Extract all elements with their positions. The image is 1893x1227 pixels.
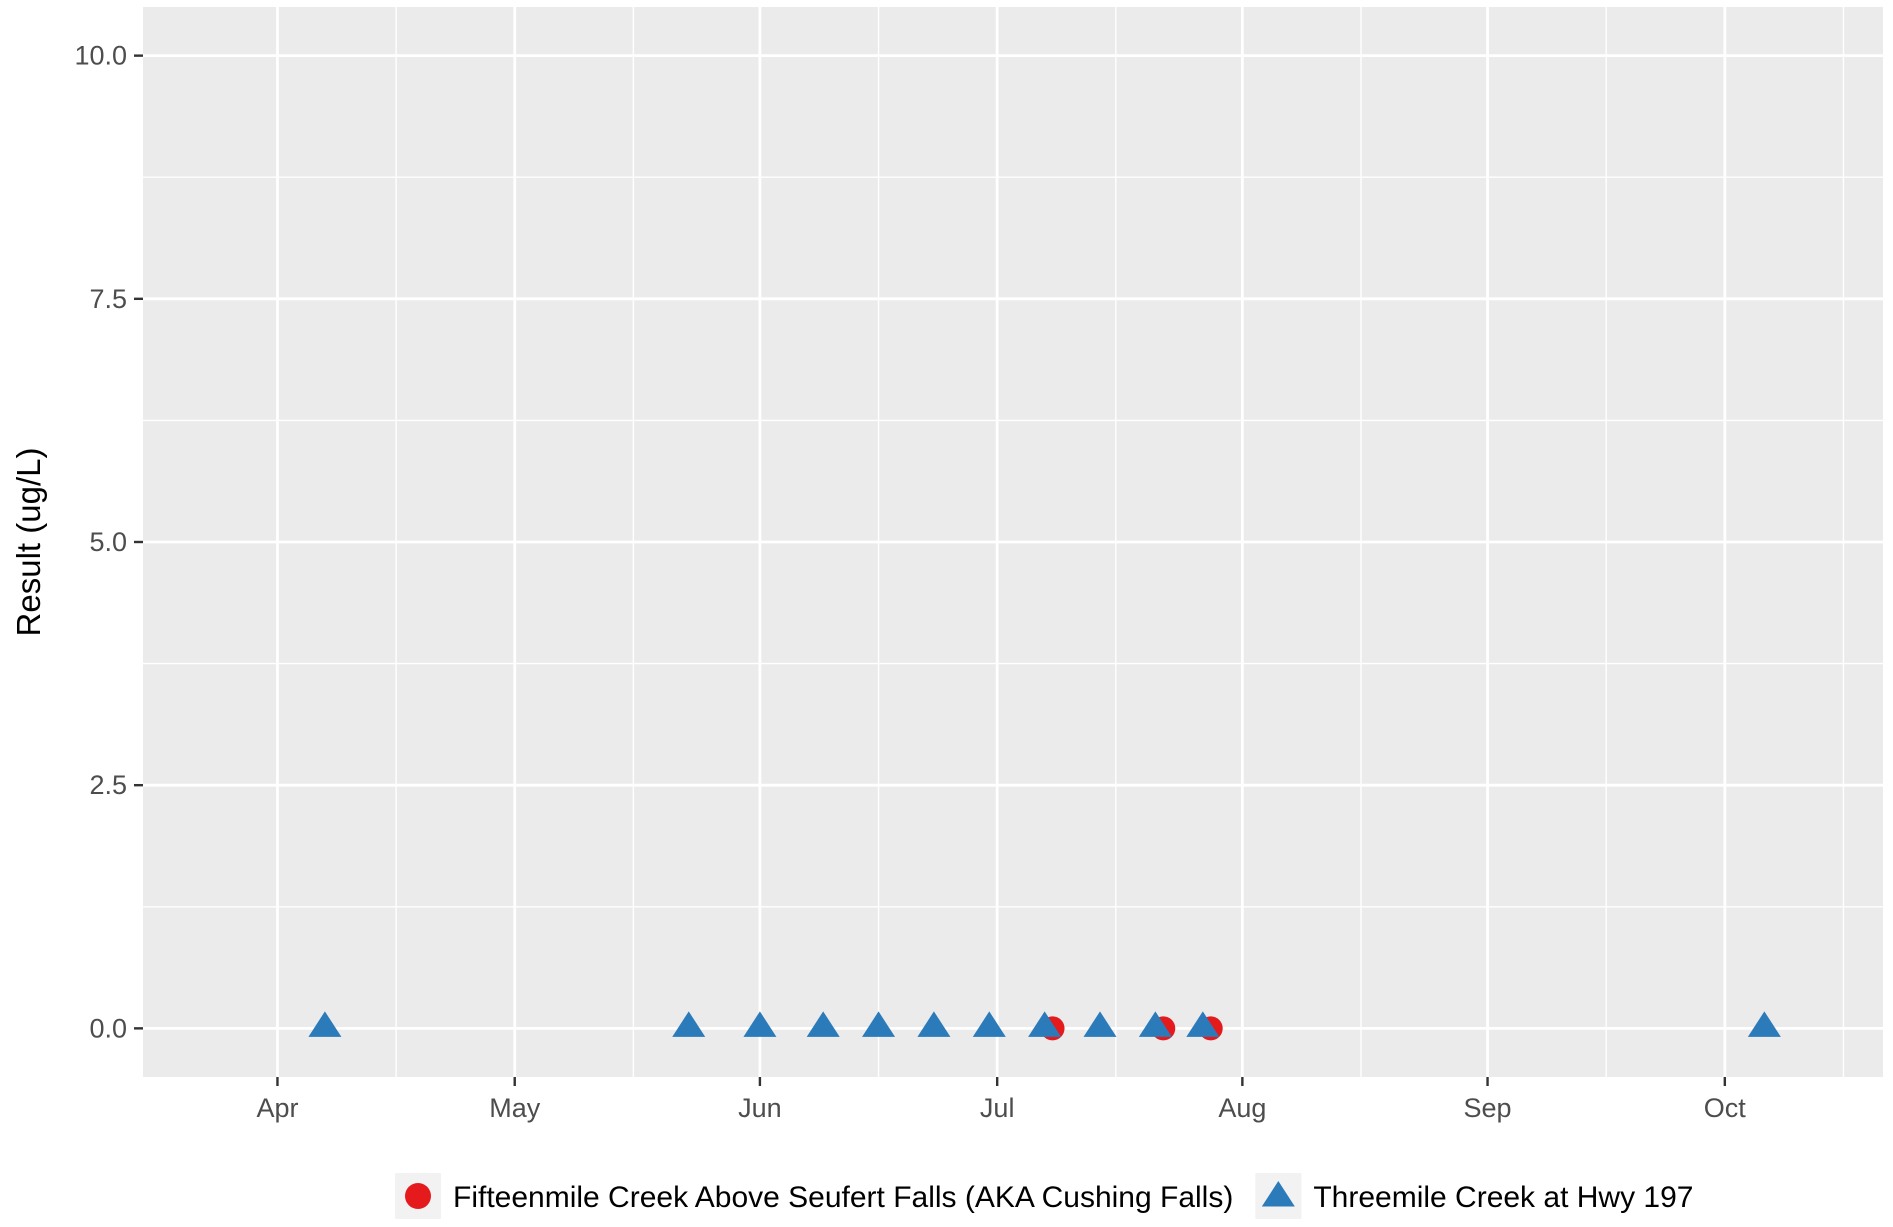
y-tick-label: 0.0 [89, 1013, 127, 1043]
data-point-triangle [1186, 1011, 1220, 1037]
axis-ticks [134, 54, 1727, 1086]
legend: Fifteenmile Creek Above Seufert Falls (A… [395, 1173, 1693, 1219]
data-point-triangle [1747, 1011, 1781, 1037]
major-gridlines [143, 7, 1883, 1077]
legend-circle-icon [405, 1183, 431, 1209]
data-point-triangle [308, 1011, 342, 1037]
x-tick-label: Aug [1218, 1093, 1266, 1123]
x-tick-label: Jul [980, 1093, 1015, 1123]
y-tick-label: 7.5 [89, 284, 127, 314]
data-point-triangle [743, 1011, 777, 1037]
data-point-triangle [1083, 1011, 1117, 1037]
y-tick-label: 10.0 [74, 41, 127, 71]
legend-entry-label: Fifteenmile Creek Above Seufert Falls (A… [453, 1181, 1233, 1214]
y-tick-label: 5.0 [89, 527, 127, 557]
legend-entry-label: Threemile Creek at Hwy 197 [1313, 1181, 1693, 1214]
x-tick-label: Jun [738, 1093, 782, 1123]
data-points [308, 1011, 1781, 1041]
x-tick-label: Apr [256, 1093, 298, 1123]
data-point-triangle [917, 1011, 951, 1037]
data-point-triangle [862, 1011, 896, 1037]
legend-triangle-icon [1261, 1181, 1295, 1207]
x-tick-label: Sep [1464, 1093, 1512, 1123]
data-point-triangle [1028, 1011, 1062, 1037]
y-tick-label: 2.5 [89, 770, 127, 800]
axis-tick-labels: Apr May Jun Jul Aug Sep Oct 0.0 2.5 5.0 7.5 10.0 [74, 41, 1746, 1123]
data-point-triangle [806, 1011, 840, 1037]
x-tick-label: May [489, 1093, 541, 1123]
y-axis-title: Result (ug/L) [10, 448, 47, 637]
x-tick-label: Oct [1704, 1093, 1747, 1123]
data-point-triangle [1138, 1011, 1172, 1037]
data-point-triangle [972, 1011, 1006, 1037]
data-point-triangle [672, 1011, 706, 1037]
